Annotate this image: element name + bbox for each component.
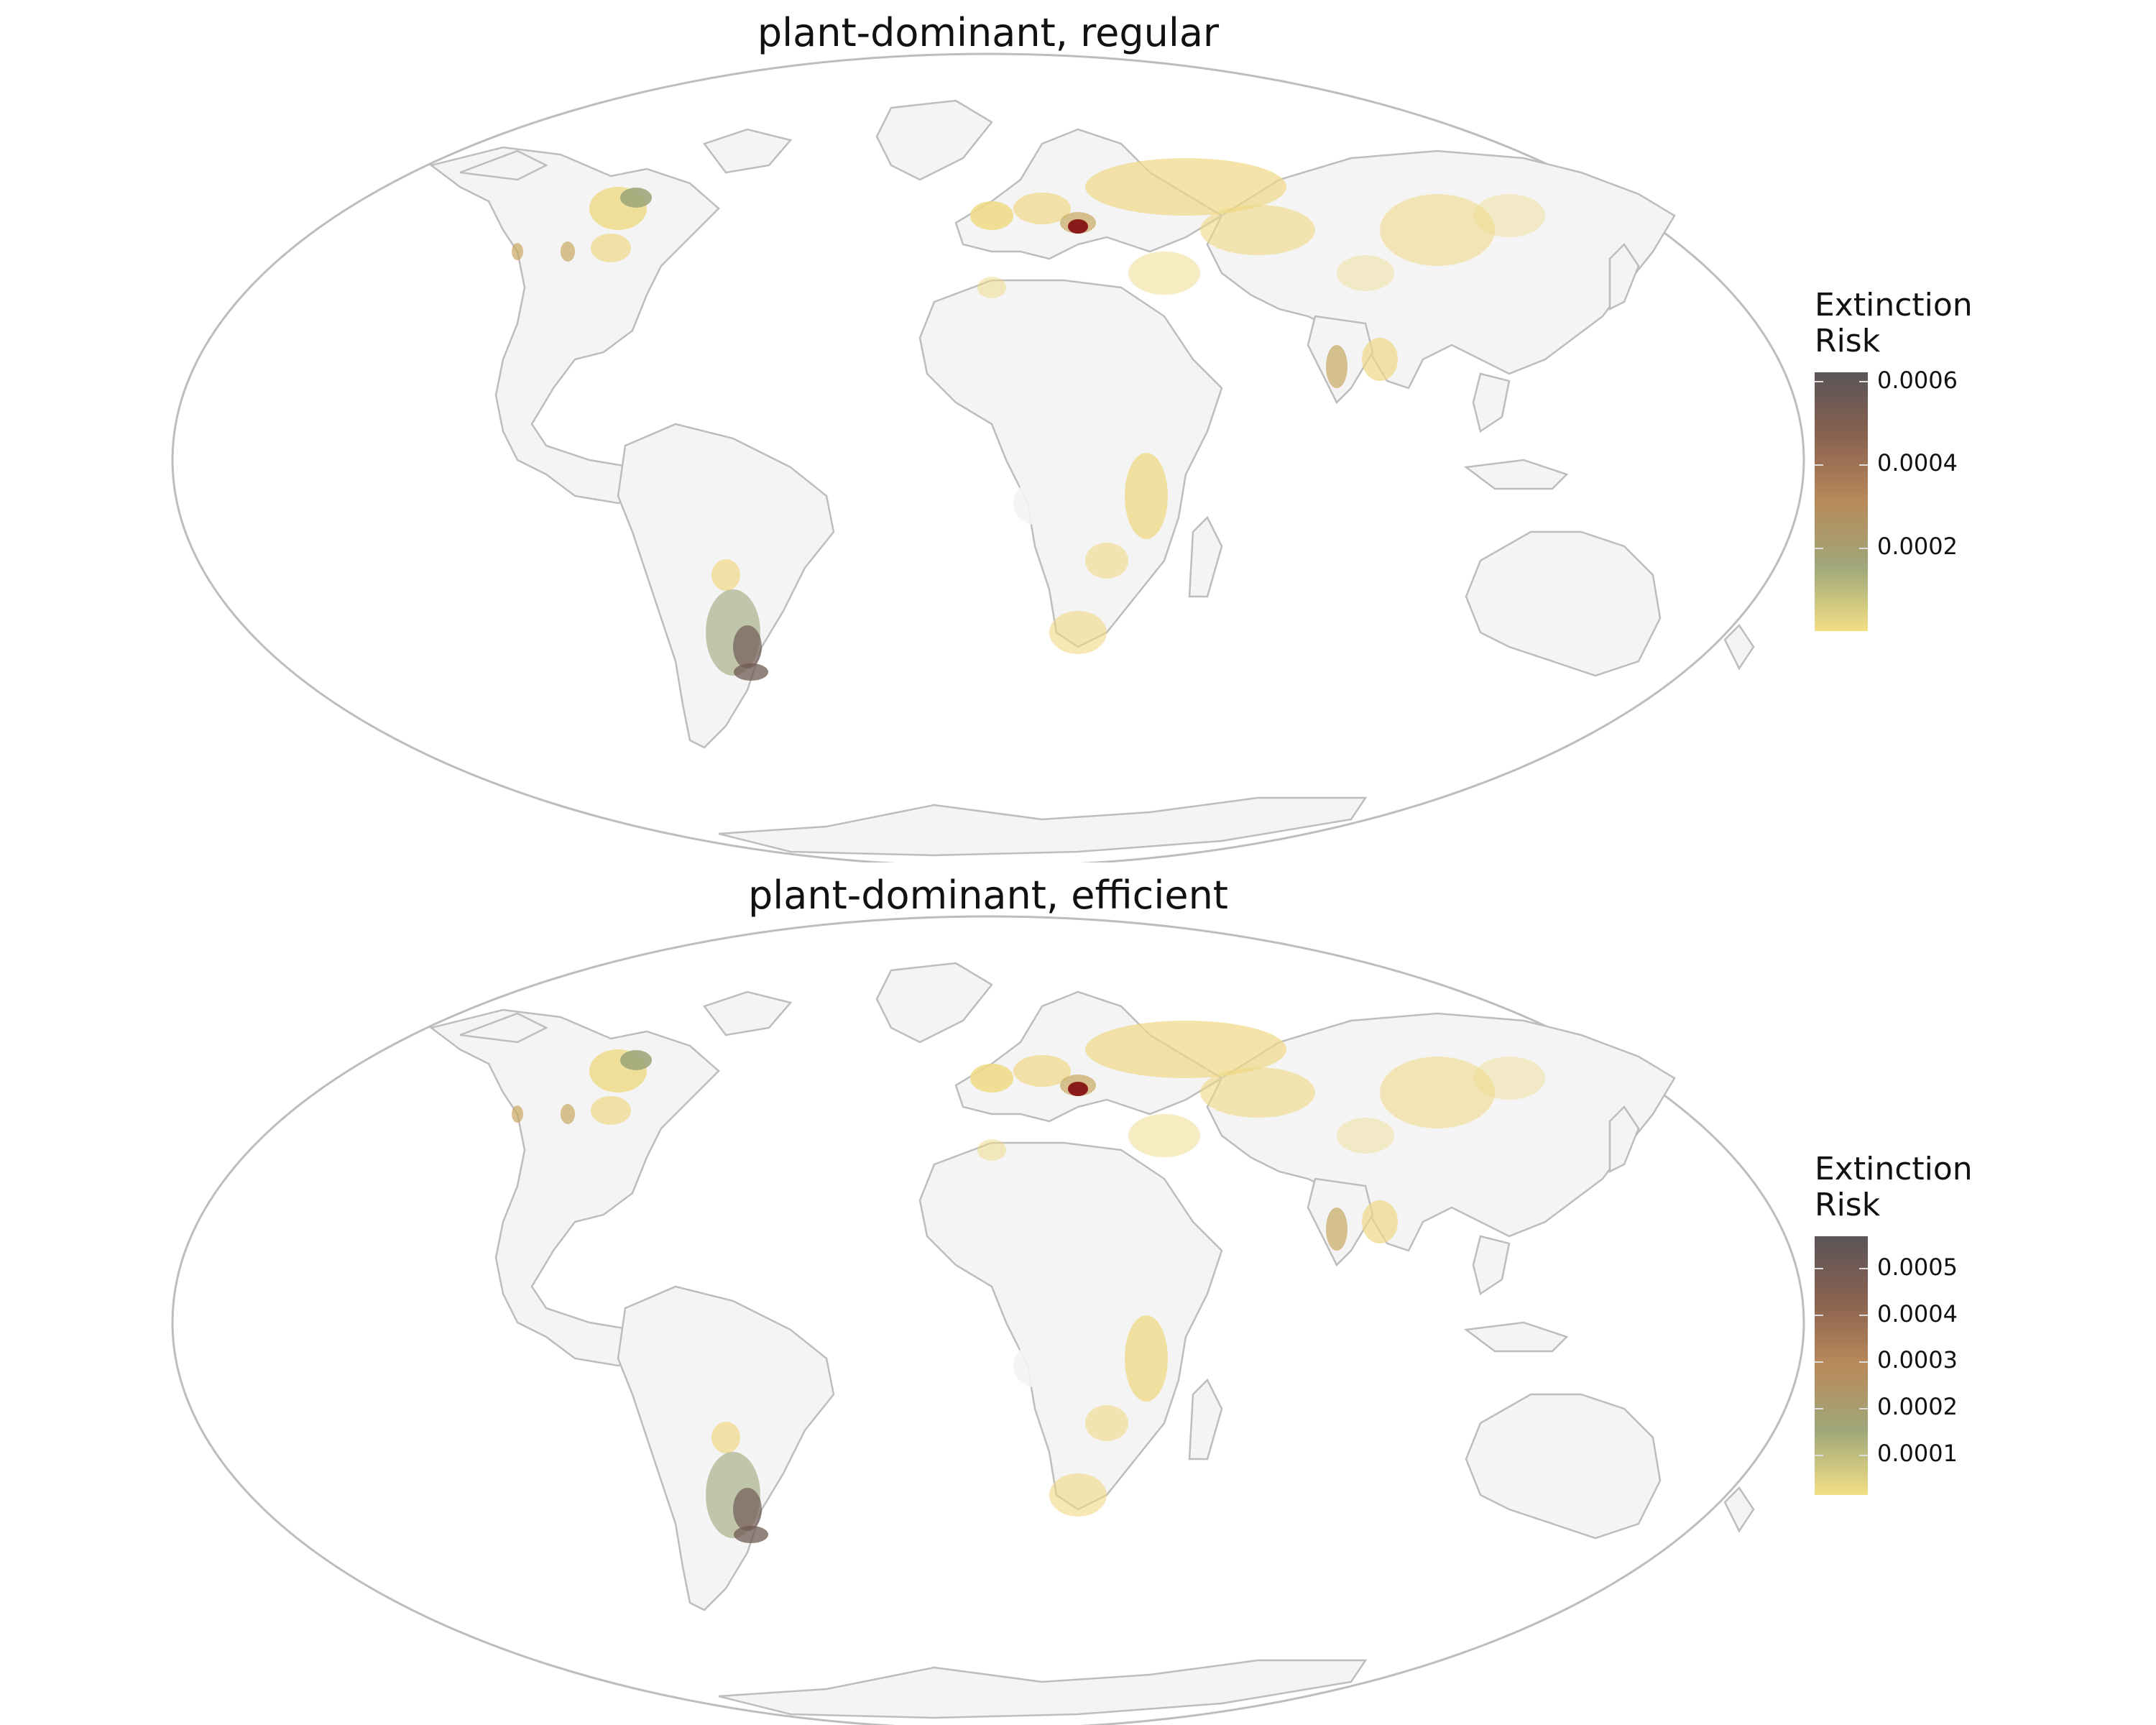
risk-area [561,242,575,262]
risk-area [1326,1208,1348,1251]
risk-area [561,1104,575,1124]
landmass-arctic-islands [702,128,793,174]
legend-tick-label: 0.0004 [1877,1300,1958,1328]
legend-tick-label: 0.0001 [1877,1440,1958,1467]
risk-area [977,277,1006,298]
landmass-arctic-islands [702,990,793,1036]
landmass-asia [1206,1012,1676,1252]
risk-area [1085,158,1286,216]
risk-area [1128,1114,1200,1157]
risk-area [1473,194,1545,237]
risk-area [1200,1067,1315,1118]
risk-area [733,1488,762,1531]
risk-area [1337,255,1394,291]
landmass-africa [918,1141,1223,1511]
legend-colorbar [1815,372,1868,631]
risk-area [1013,1055,1071,1087]
risk-area [1362,1200,1398,1243]
risk-area [1473,1057,1545,1100]
legend-colorbar [1815,1236,1868,1495]
landmass-alaska [459,150,548,181]
landmass-north-america [429,1008,720,1367]
risk-area [1013,1344,1056,1387]
landmass-southeast-asia [1472,372,1511,433]
landmass-japan [1608,243,1640,311]
legend-title: Extinction Risk [1815,1151,1973,1223]
landmass-new-zealand [1723,624,1755,671]
legend-tick-label: 0.0005 [1877,1254,1958,1281]
risk-area [1013,193,1071,224]
risk-area [512,1105,523,1123]
landmass-japan [1608,1105,1640,1174]
landmass-madagascar [1188,515,1223,598]
risk-area [591,234,631,262]
risk-area [734,663,768,681]
risk-area [1200,205,1315,255]
projection-outline [171,915,1805,1725]
landmass-australia [1465,530,1662,677]
risk-area [620,1050,652,1070]
risk-area [1049,611,1107,654]
risk-area [711,1422,740,1453]
risk-area [591,1096,631,1125]
landmass-antarctica [718,1659,1368,1719]
map-panel-efficient: plant-dominant, efficient Extinction Ris… [0,862,2156,1725]
risk-hotspot [1068,1082,1088,1096]
legend-title: Extinction Risk [1815,287,1973,359]
world-map [171,52,1805,862]
legend-tick-label: 0.0002 [1877,1393,1958,1420]
landmass-madagascar [1188,1378,1223,1460]
legend-tick-label: 0.0003 [1877,1346,1958,1374]
map-title: plant-dominant, regular [757,10,1220,55]
risk-area [1125,453,1168,539]
risk-area [733,625,762,668]
landmass-southeast-asia [1472,1235,1511,1296]
landmass-africa [918,279,1223,648]
risk-area [1085,1405,1128,1441]
landmass-alaska [459,1012,548,1044]
risk-area [1326,345,1348,388]
risk-area [1049,1473,1107,1517]
risk-area [1125,1315,1168,1402]
legend-tick-label: 0.0002 [1877,533,1958,560]
risk-area [1362,338,1398,381]
landmass-greenland [875,962,993,1044]
risk-area [970,1064,1013,1092]
landmass-antarctica [718,796,1368,857]
landmass-north-america [429,146,720,505]
map-title: plant-dominant, efficient [748,873,1228,918]
landmass-new-zealand [1723,1486,1755,1533]
legend-tick-label: 0.0006 [1877,367,1958,394]
risk-area [1380,1057,1495,1128]
map-panel-regular: plant-dominant, regular Extinction Risk … [0,0,2156,862]
landmass-indonesia [1463,1321,1569,1353]
risk-area [1128,252,1200,295]
risk-hotspot [1068,219,1088,234]
risk-area [1085,1021,1286,1078]
landmass-indonesia [1463,459,1569,490]
risk-area [1085,543,1128,579]
risk-area [1380,194,1495,266]
projection-outline [171,52,1805,862]
risk-area [512,243,523,260]
risk-area [970,201,1013,230]
risk-area [1013,482,1056,525]
landmass-australia [1465,1393,1662,1540]
risk-area [977,1139,1006,1161]
risk-area [620,188,652,208]
risk-area [734,1526,768,1543]
landmass-asia [1206,150,1676,390]
landmass-greenland [875,99,993,181]
risk-area [711,559,740,591]
legend-tick-label: 0.0004 [1877,449,1958,477]
risk-area [1337,1118,1394,1154]
world-map [171,915,1805,1725]
